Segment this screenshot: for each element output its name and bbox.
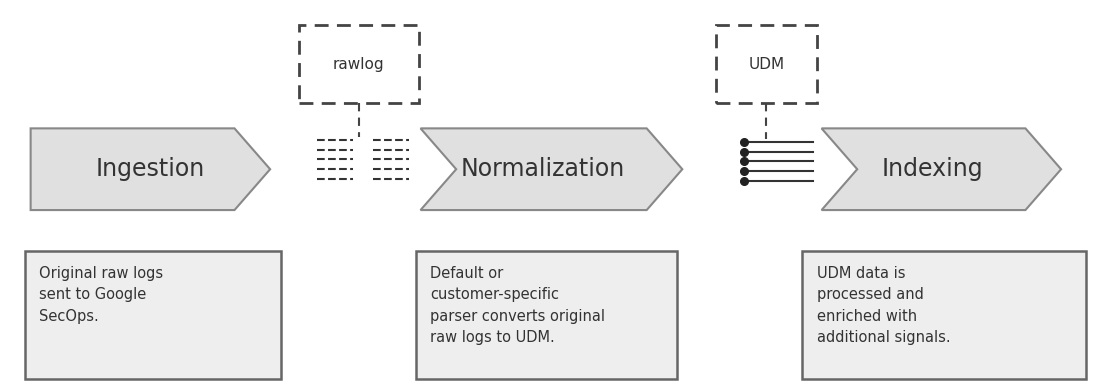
FancyBboxPatch shape (299, 25, 419, 103)
FancyBboxPatch shape (25, 251, 281, 379)
Polygon shape (31, 128, 270, 210)
FancyBboxPatch shape (416, 251, 677, 379)
Polygon shape (821, 128, 1061, 210)
Text: UDM: UDM (749, 57, 784, 72)
FancyBboxPatch shape (716, 25, 817, 103)
Polygon shape (421, 128, 682, 210)
Text: Normalization: Normalization (460, 157, 625, 181)
Text: Original raw logs
sent to Google
SecOps.: Original raw logs sent to Google SecOps. (39, 266, 163, 324)
Text: Indexing: Indexing (881, 157, 984, 181)
Text: UDM data is
processed and
enriched with
additional signals.: UDM data is processed and enriched with … (817, 266, 950, 345)
Text: rawlog: rawlog (333, 57, 384, 72)
Text: Ingestion: Ingestion (96, 157, 205, 181)
Text: Default or
customer-specific
parser converts original
raw logs to UDM.: Default or customer-specific parser conv… (430, 266, 605, 345)
FancyBboxPatch shape (802, 251, 1086, 379)
